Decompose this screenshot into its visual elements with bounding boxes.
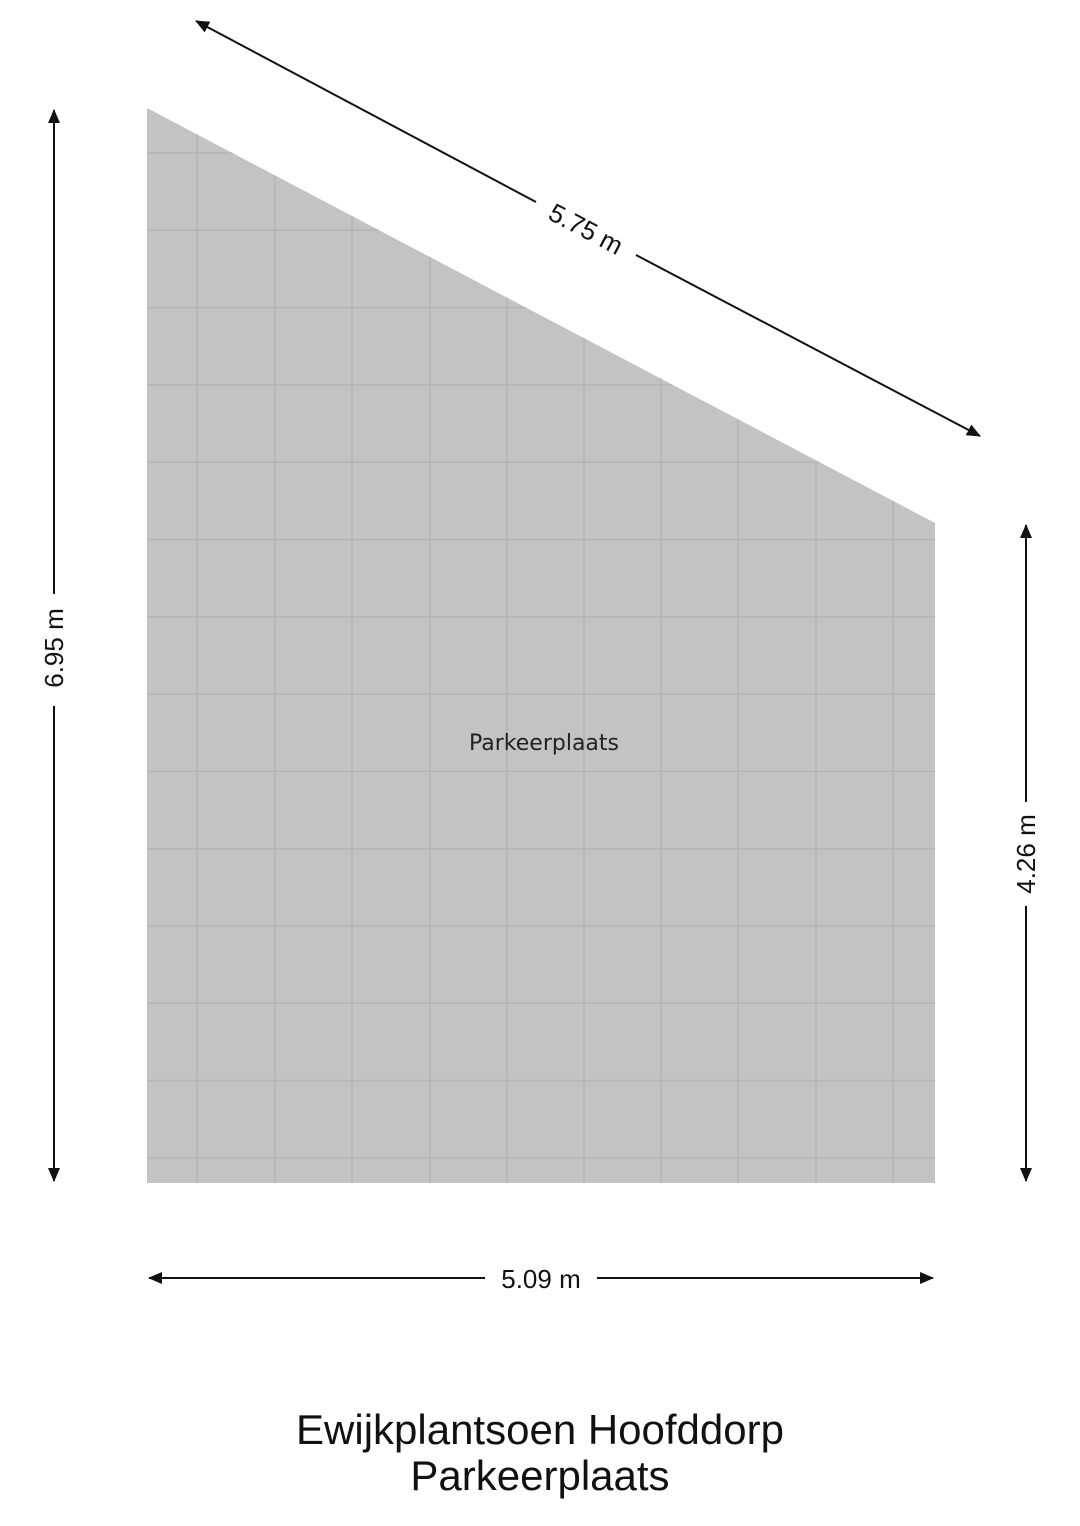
dimension-diagonal-line-right (635, 254, 981, 437)
parking-space-area (147, 108, 935, 1183)
room-floor (147, 108, 935, 1183)
dimension-bottom: 5.09 m (148, 1264, 934, 1294)
caption-address: Ewijkplantsoen Hoofddorp (296, 1406, 784, 1453)
room-label: Parkeerplaats (469, 731, 619, 756)
dimension-right-label: 4.26 m (1011, 814, 1041, 894)
dimension-left: 6.95 m (39, 109, 69, 1182)
dimension-diagonal-line-left (195, 20, 537, 203)
dimension-left-label: 6.95 m (39, 608, 69, 688)
dimension-bottom-label: 5.09 m (501, 1264, 581, 1294)
dimension-diagonal-label: 5.75 m (544, 197, 628, 261)
caption-room: Parkeerplaats (410, 1452, 670, 1499)
dimension-right: 4.26 m (1011, 524, 1041, 1182)
